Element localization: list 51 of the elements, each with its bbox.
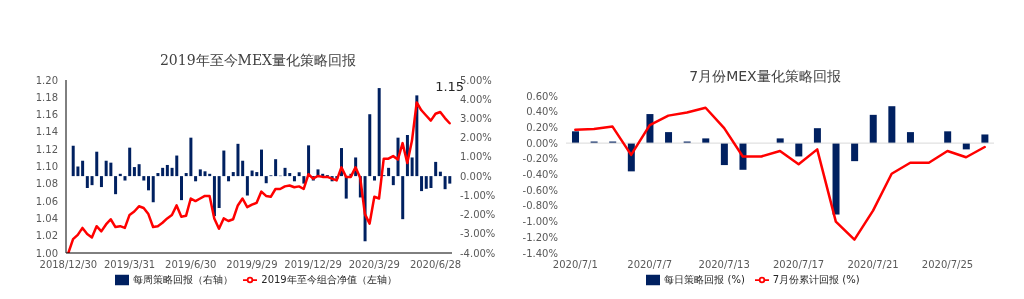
legend-label: 7月份累计回报 (%) <box>772 274 860 285</box>
x-tick-label: 2019/12/29 <box>284 259 342 271</box>
y2-tick-label: -2.00% <box>460 209 496 221</box>
x-tick-label: 2020/7/17 <box>772 259 825 271</box>
y2-tick-label: 2.00% <box>460 132 492 144</box>
y-tick-label: 0.20% <box>526 121 558 133</box>
x-tick-label: 2020/7/25 <box>921 259 974 271</box>
y-tick-label: 1.16 <box>35 109 58 121</box>
y-tick-label: 0.60% <box>526 90 558 102</box>
y-tick-label: 1.14 <box>35 126 58 138</box>
y-tick-label: 1.10 <box>35 161 58 173</box>
y-tick-label: -0.80% <box>522 200 558 212</box>
y2-tick-label: 0.00% <box>460 170 492 182</box>
x-tick-label: 2019/6/30 <box>165 259 217 271</box>
y2-tick-label: 4.00% <box>460 93 492 105</box>
x-tick-label: 2020/3/29 <box>348 259 400 271</box>
x-tick-label: 2020/7/21 <box>847 259 899 271</box>
y-tick-label: 1.06 <box>35 195 58 207</box>
chart-title: 2019年至今MEX量化策略回报 <box>158 52 358 70</box>
y2-tick-label: 5.00% <box>460 74 492 86</box>
x-tick-label: 2020/6/28 <box>409 259 462 271</box>
y-tick-label: 1.02 <box>35 230 58 242</box>
x-tick-label: 2018/12/30 <box>39 259 98 271</box>
y2-tick-label: 1.00% <box>460 151 492 163</box>
y-tick-label: 1.12 <box>35 143 58 155</box>
legend-label: 每周策略回报（右轴） <box>133 274 234 285</box>
x-tick-label: 2020/7/13 <box>698 259 750 271</box>
y-tick-label: 1.08 <box>35 178 58 190</box>
y2-tick-label: -4.00% <box>460 247 496 259</box>
x-tick-label: 2020/7/1 <box>552 259 598 271</box>
y-tick-label: -0.40% <box>522 169 558 181</box>
y2-tick-label: -1.00% <box>460 189 496 201</box>
y-tick-label: 1.00 <box>35 247 58 259</box>
x-tick-label: 2020/7/7 <box>627 259 673 271</box>
y-tick-label: -0.20% <box>522 153 558 165</box>
y-tick-label: -0.60% <box>522 184 558 196</box>
y-tick-label: 1.20 <box>35 74 58 86</box>
y-tick-label: -1.20% <box>522 231 558 243</box>
x-tick-label: 2019/3/31 <box>103 259 156 271</box>
y-tick-label: 1.18 <box>35 91 58 103</box>
x-tick-label: 2019/9/29 <box>226 259 278 271</box>
chart-title: 7月份MEX量化策略回报 <box>688 68 842 86</box>
y2-tick-label: -3.00% <box>460 228 496 240</box>
y-tick-label: -1.00% <box>522 216 558 228</box>
y-tick-label: -1.40% <box>522 247 558 259</box>
y2-tick-label: 3.00% <box>460 112 492 124</box>
legend-label: 2019年至今组合净值（左轴） <box>261 274 397 285</box>
legend-label: 每日策略回报 (%) <box>664 274 745 285</box>
y-tick-label: 0.00% <box>526 137 558 149</box>
y-tick-label: 1.04 <box>35 212 58 224</box>
y-tick-label: 0.40% <box>526 106 558 118</box>
